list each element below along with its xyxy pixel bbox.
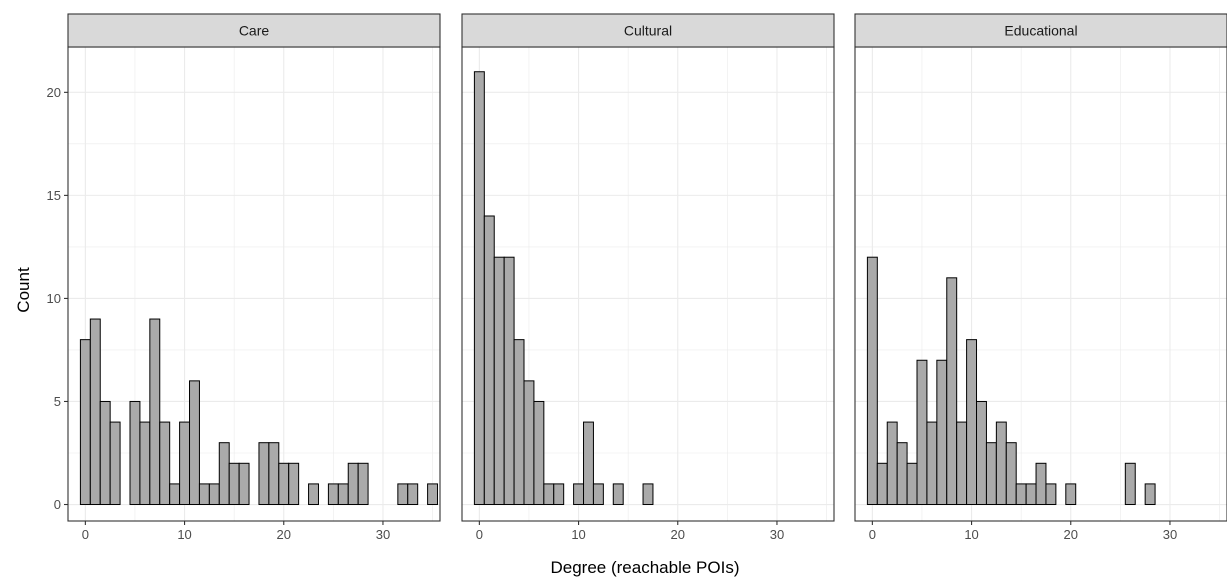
histogram-bar	[533, 400, 545, 506]
histogram-bar	[218, 442, 230, 506]
histogram-bar	[1144, 483, 1156, 506]
histogram-bar	[407, 483, 419, 506]
x-tick-label: 30	[376, 527, 390, 542]
histogram-bar	[129, 400, 141, 506]
histogram-bar	[79, 339, 91, 506]
histogram-bar	[238, 462, 250, 506]
histogram-bar	[936, 359, 948, 506]
facet-strip-label: Cultural	[624, 23, 672, 39]
histogram-bar	[159, 421, 171, 506]
x-tick-label: 0	[476, 527, 483, 542]
histogram-bar	[896, 442, 908, 506]
histogram-bar	[99, 400, 111, 506]
facet-strip-label: Care	[239, 23, 270, 39]
x-tick-label: 30	[770, 527, 784, 542]
histogram-bar	[473, 71, 485, 506]
facet-panel-cultural: Cultural 0 10 20 30	[461, 13, 835, 542]
histogram-bar	[109, 421, 121, 506]
histogram-bar	[278, 462, 290, 506]
facet-panels: Care 0 10 20 30 Cultural 0 10 20 30 Educational 0 10…	[67, 13, 1227, 542]
x-tick-label: 20	[671, 527, 685, 542]
histogram-bar	[198, 483, 210, 506]
histogram-bar	[427, 483, 439, 506]
y-axis-title: Count	[14, 267, 33, 313]
histogram-bar	[1065, 483, 1077, 506]
histogram-bar	[1045, 483, 1057, 506]
y-tick-label: 5	[54, 394, 61, 409]
histogram-bar	[503, 256, 515, 506]
histogram-bar	[956, 421, 968, 506]
histogram-bar	[612, 483, 624, 506]
histogram-bar	[357, 462, 369, 506]
histogram-bar	[946, 277, 958, 506]
histogram-bar	[1025, 483, 1037, 506]
histogram-bar	[347, 462, 359, 506]
histogram-bar	[553, 483, 565, 506]
histogram-bar	[642, 483, 654, 506]
histogram-bar	[228, 462, 240, 506]
histogram-bar	[906, 462, 918, 506]
histogram-bar	[258, 442, 270, 506]
histogram-bar	[1015, 483, 1027, 506]
facet-strip	[461, 13, 835, 48]
histogram-bar	[337, 483, 349, 506]
histogram-bar	[139, 421, 151, 506]
x-tick-label: 0	[82, 527, 89, 542]
histogram-bar	[179, 421, 191, 506]
facet-strip-label: Educational	[1004, 23, 1077, 39]
histogram-bar	[876, 462, 888, 506]
histogram-bar	[327, 483, 339, 506]
x-tick-label: 0	[869, 527, 876, 542]
histogram-bar	[543, 483, 555, 506]
histogram-bar	[523, 380, 535, 506]
x-tick-label: 10	[571, 527, 585, 542]
histogram-bar	[573, 483, 585, 506]
y-axis: 0 5 10 15 20	[47, 85, 68, 512]
histogram-bar	[926, 421, 938, 506]
facet-panel-care: Care 0 10 20 30	[67, 13, 441, 542]
histogram-bar	[308, 483, 319, 506]
histogram-bar	[886, 421, 898, 506]
x-tick-label: 10	[964, 527, 978, 542]
histogram-bar	[89, 318, 101, 506]
histogram-bar	[1005, 442, 1017, 506]
y-tick-label: 20	[47, 85, 61, 100]
x-tick-label: 10	[177, 527, 191, 542]
histogram-bar	[583, 421, 594, 506]
histogram-bar	[513, 339, 525, 506]
x-tick-label: 30	[1163, 527, 1177, 542]
histogram-bar	[189, 380, 200, 506]
facet-panel-educational: Educational 0 10 20 30	[854, 13, 1227, 542]
histogram-bar	[169, 483, 181, 506]
histogram-bar	[1035, 462, 1047, 506]
histogram-bar	[483, 215, 495, 506]
histogram-bar	[592, 483, 604, 506]
histogram-bar	[149, 318, 161, 506]
histogram-bar	[916, 359, 928, 506]
facet-strip	[854, 13, 1227, 48]
histogram-bar	[985, 442, 997, 506]
histogram-bar	[866, 256, 878, 506]
y-tick-label: 15	[47, 188, 61, 203]
panel-background	[855, 47, 1227, 521]
facet-strip	[67, 13, 441, 48]
histogram-bar	[397, 483, 409, 506]
histogram-bar	[268, 442, 280, 506]
panel-background	[68, 47, 440, 521]
histogram-bar	[493, 256, 505, 506]
x-axis-title: Degree (reachable POIs)	[551, 558, 740, 577]
x-tick-label: 20	[277, 527, 291, 542]
histogram-bar	[966, 339, 978, 506]
y-tick-label: 10	[47, 291, 61, 306]
histogram-bar	[995, 421, 1007, 506]
x-tick-label: 20	[1064, 527, 1078, 542]
histogram-bar	[976, 400, 987, 506]
histogram-bar	[208, 483, 220, 506]
y-tick-label: 0	[54, 497, 61, 512]
histogram-bar	[288, 462, 300, 506]
histogram-bar	[1124, 462, 1136, 506]
